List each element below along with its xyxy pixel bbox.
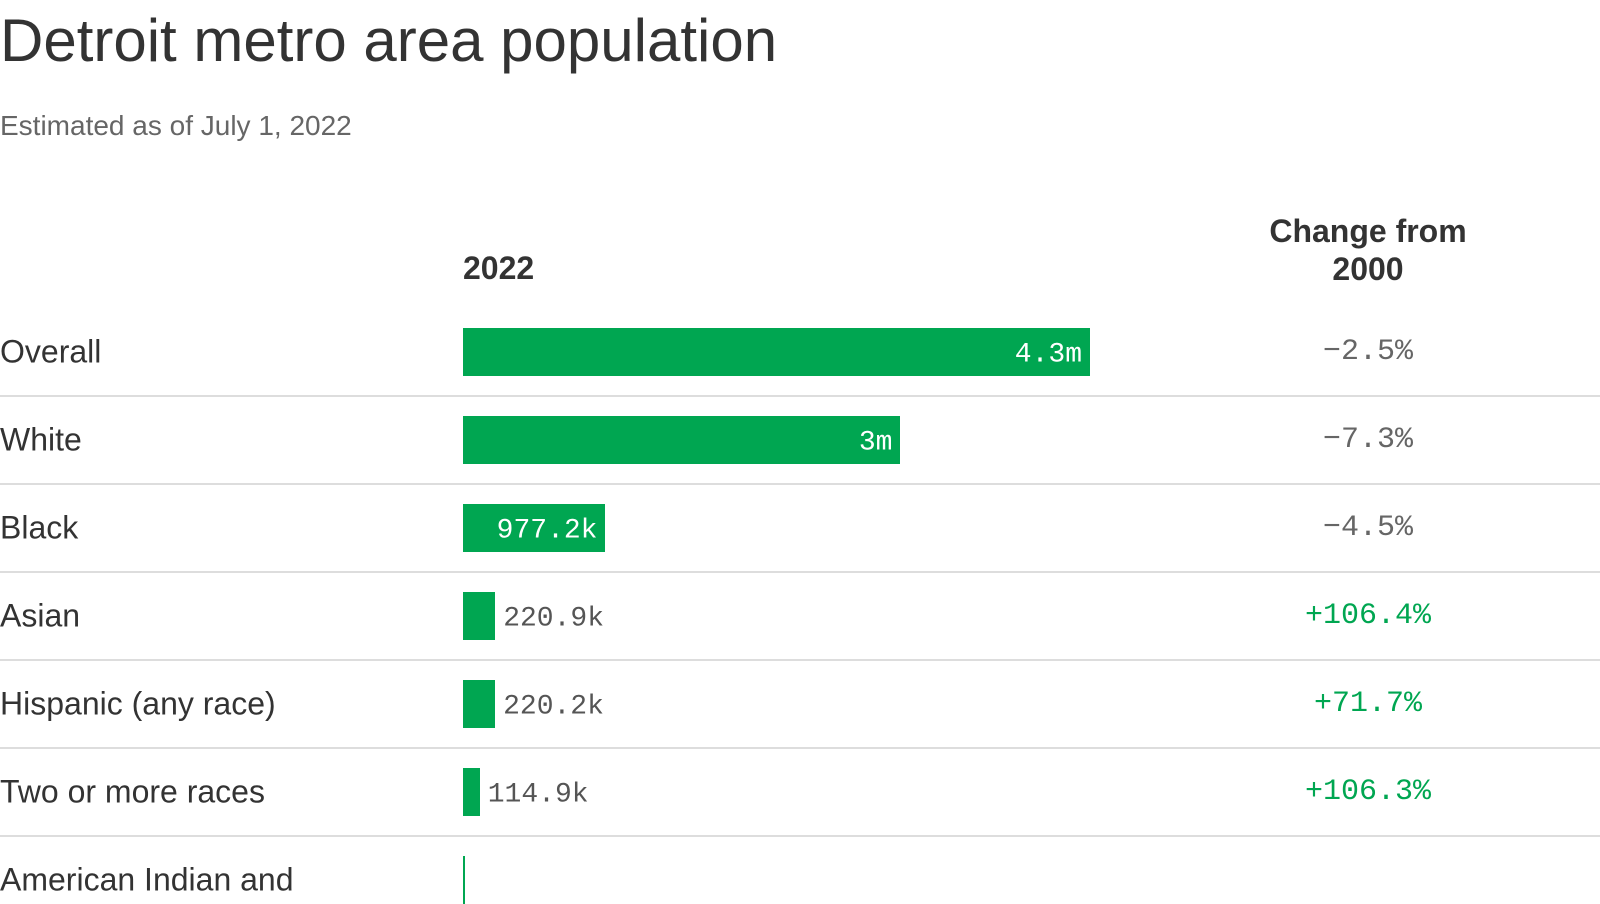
value-label: 114.9k	[487, 779, 589, 811]
change-value: +106.3%	[1304, 775, 1432, 809]
category-label: Asian	[0, 597, 81, 634]
column-header: 2022	[463, 250, 535, 286]
category-label: Black	[0, 509, 79, 546]
bar	[463, 504, 606, 552]
bar	[463, 680, 496, 728]
value-label: 220.2k	[503, 691, 604, 723]
chart-subtitle: Estimated as of July 1, 2022	[0, 110, 352, 141]
bar	[463, 592, 496, 640]
row-separator	[0, 659, 1600, 661]
change-value: +106.4%	[1304, 599, 1432, 633]
row-separator	[0, 835, 1600, 837]
row-separator	[0, 747, 1600, 749]
row-separator	[0, 571, 1600, 573]
change-value: −4.5%	[1322, 511, 1414, 545]
row-separator	[0, 483, 1600, 485]
row-separator	[0, 395, 1600, 397]
bar	[463, 856, 465, 904]
value-label: 3m	[858, 427, 893, 459]
bar	[463, 328, 1090, 376]
change-value: −7.3%	[1322, 423, 1414, 457]
category-label: American Indian and	[0, 861, 294, 898]
category-label: White	[0, 421, 82, 458]
change-value: −2.5%	[1322, 335, 1414, 369]
value-label: 4.3m	[1014, 339, 1082, 371]
category-label: Hispanic (any race)	[0, 685, 276, 722]
category-label: Two or more races	[0, 773, 265, 810]
column-header: Change from 2000	[1269, 213, 1467, 287]
bar	[463, 416, 901, 464]
category-label: Overall	[0, 333, 102, 370]
change-value: +71.7%	[1313, 687, 1423, 721]
value-label: 220.9k	[503, 603, 605, 635]
chart-title: Detroit metro area population	[0, 7, 778, 74]
bar	[463, 768, 480, 816]
value-label: 977.2k	[496, 515, 598, 547]
